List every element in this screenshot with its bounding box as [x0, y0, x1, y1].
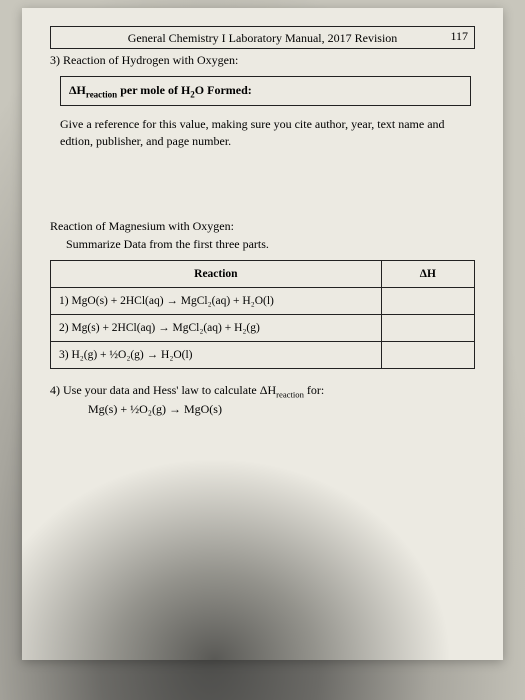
mg-section-subtitle: Summarize Data from the first three part…: [66, 237, 475, 252]
reaction-cell: 3) H₂(g) + ½O₂(g) → H₂O(l): [51, 341, 382, 368]
dh-cell: [381, 314, 474, 341]
table-row: 3) H₂(g) + ½O₂(g) → H₂O(l): [51, 341, 475, 368]
q4-prompt-sub: reaction: [276, 389, 304, 399]
dh-label-prefix: ΔH: [69, 83, 86, 97]
magnesium-section: Reaction of Magnesium with Oxygen: Summa…: [50, 219, 475, 369]
question-4: 4) Use your data and Hess' law to calcul…: [50, 383, 475, 417]
table-row: 2) Mg(s) + 2HCl(aq) → MgCl₂(aq) + H₂(g): [51, 314, 475, 341]
reaction-cell: 2) Mg(s) + 2HCl(aq) → MgCl₂(aq) + H₂(g): [51, 314, 382, 341]
reference-instruction: Give a reference for this value, making …: [60, 116, 471, 148]
q4-prompt-b: for:: [304, 383, 324, 397]
q4-equation: Mg(s) + ½O₂(g) → MgO(s): [88, 402, 475, 417]
dh-label-suffix: per mole of H: [117, 83, 190, 97]
delta-h-box: ΔHreaction per mole of H2O Formed:: [60, 76, 471, 106]
table-header-row: Reaction ΔH: [51, 260, 475, 287]
question-3-prompt: 3) Reaction of Hydrogen with Oxygen:: [50, 53, 475, 68]
header-box: 117 General Chemistry I Laboratory Manua…: [50, 26, 475, 49]
reaction-cell: 1) MgO(s) + 2HCl(aq) → MgCl₂(aq) + H₂O(l…: [51, 287, 382, 314]
dh-label-end: O Formed:: [195, 83, 252, 97]
mg-section-title: Reaction of Magnesium with Oxygen:: [50, 219, 475, 234]
manual-title: General Chemistry I Laboratory Manual, 2…: [128, 31, 398, 45]
dh-label-sub: reaction: [86, 89, 117, 99]
reaction-table: Reaction ΔH 1) MgO(s) + 2HCl(aq) → MgCl₂…: [50, 260, 475, 369]
q4-prompt-a: 4) Use your data and Hess' law to calcul…: [50, 383, 276, 397]
dh-cell: [381, 287, 474, 314]
col-reaction: Reaction: [51, 260, 382, 287]
table-row: 1) MgO(s) + 2HCl(aq) → MgCl₂(aq) + H₂O(l…: [51, 287, 475, 314]
col-dh: ΔH: [381, 260, 474, 287]
page-number: 117: [450, 29, 468, 44]
dh-cell: [381, 341, 474, 368]
page-sheet: 117 General Chemistry I Laboratory Manua…: [22, 8, 503, 660]
